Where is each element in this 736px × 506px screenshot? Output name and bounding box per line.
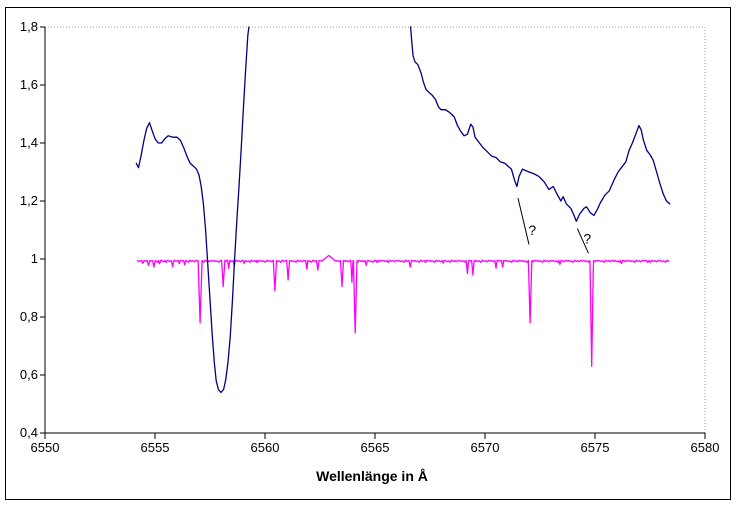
series-group [135, 26, 671, 394]
y-tick-label: 1 [31, 251, 38, 266]
annotation-question-mark: ? [583, 231, 591, 247]
x-tick-label: 6550 [31, 440, 60, 455]
y-tick-label: 1,6 [20, 77, 38, 92]
x-tick-label: 6560 [251, 440, 280, 455]
annotation-leader-line [576, 228, 589, 254]
x-tick-label: 6575 [581, 440, 610, 455]
x-tick-label: 6570 [471, 440, 500, 455]
axes-group: 0,4 0,6 0,8 1 1,2 1,4 1,6 1,8 6550 6555 6560 6565 65… [20, 19, 720, 455]
annotation-question-mark: ? [528, 222, 536, 238]
x-tick-label: 6580 [691, 440, 720, 455]
y-tick-label: 0,6 [20, 367, 38, 382]
x-tick-label: 6555 [141, 440, 170, 455]
y-tick-label: 0,4 [20, 425, 38, 440]
observed-spectrum-line [409, 26, 671, 222]
y-tick-label: 1,4 [20, 135, 38, 150]
y-tick-label: 1,2 [20, 193, 38, 208]
reference-spectrum-line [136, 254, 670, 367]
x-axis-title: Wellenlänge in Å [316, 468, 428, 484]
x-tick-label: 6565 [361, 440, 390, 455]
annotation-leader-line [517, 197, 530, 245]
y-tick-label: 1,8 [20, 19, 38, 34]
annotations-group: ?? [517, 197, 591, 254]
y-tick-label: 0,8 [20, 309, 38, 324]
figure-border [5, 7, 731, 500]
observed-spectrum-line [135, 26, 250, 394]
